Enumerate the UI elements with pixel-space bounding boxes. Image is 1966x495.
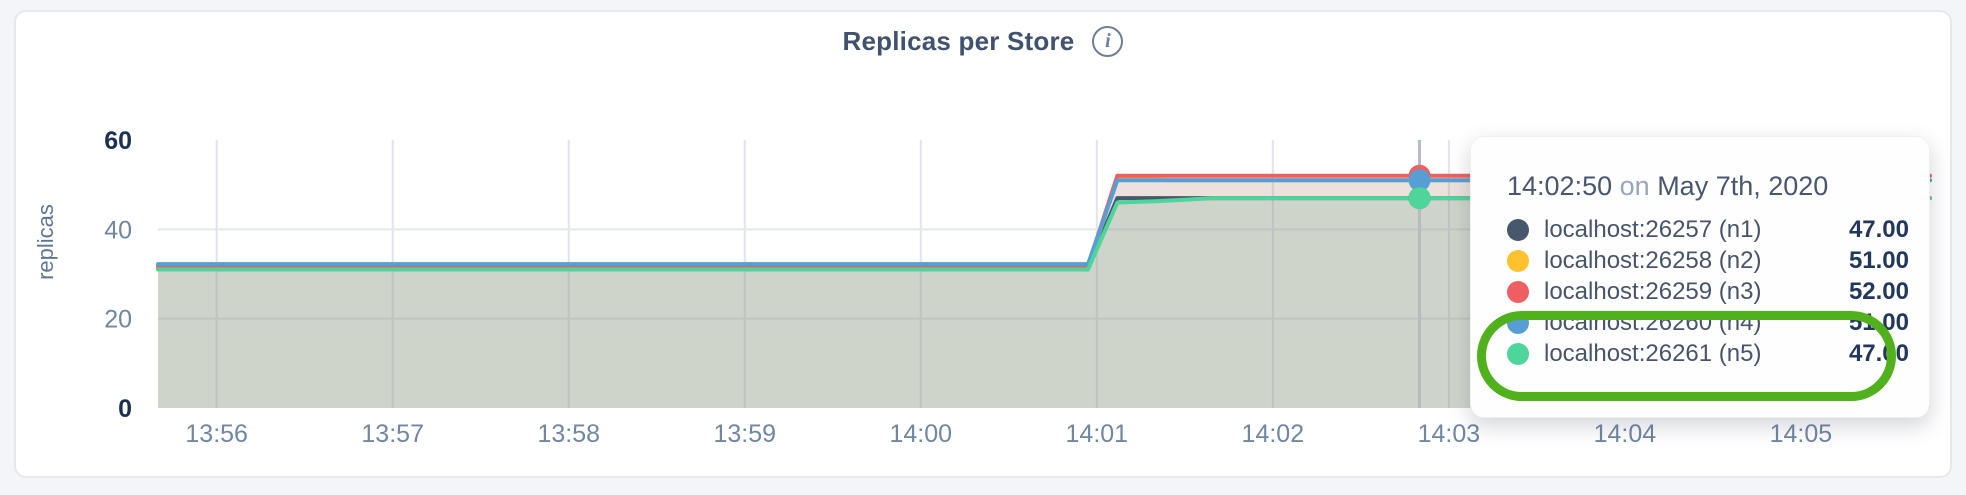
tooltip-row-label: localhost:26260 (n4) xyxy=(1544,308,1762,336)
x-tick-label: 13:56 xyxy=(185,420,248,448)
tooltip-row: localhost:26260 (n4) 51.00 xyxy=(1507,307,1909,338)
tooltip-row-value: 52.00 xyxy=(1848,277,1909,305)
hover-dot-4 xyxy=(1408,169,1431,192)
info-icon[interactable]: i xyxy=(1092,26,1124,57)
hover-dot-5 xyxy=(1408,187,1431,210)
x-tick-label: 14:01 xyxy=(1066,420,1129,448)
tooltip-row-label: localhost:26258 (n2) xyxy=(1544,246,1762,274)
tooltip-row-label: localhost:26259 (n3) xyxy=(1544,277,1762,305)
x-tick-label: 13:58 xyxy=(537,420,600,448)
tooltip-row: localhost:26261 (n5) 47.00 xyxy=(1507,338,1909,369)
x-tick-label: 14:02 xyxy=(1242,420,1305,448)
y-tick-label: 40 xyxy=(104,216,132,244)
tooltip-row-value: 51.00 xyxy=(1848,246,1909,274)
tooltip-row: localhost:26258 (n2) 51.00 xyxy=(1507,245,1909,276)
series-color-dot-icon xyxy=(1507,218,1529,241)
tooltip-time: 14:02:50 xyxy=(1507,171,1613,201)
tooltip-row: localhost:26259 (n3) 52.00 xyxy=(1507,276,1909,307)
series-line-5[interactable] xyxy=(156,196,1932,272)
tooltip-row: localhost:26257 (n1) 47.00 xyxy=(1507,214,1909,245)
tooltip-row-label: localhost:26261 (n5) xyxy=(1544,339,1762,367)
series-color-dot-icon xyxy=(1507,280,1529,303)
y-tick-label: 20 xyxy=(104,306,132,334)
x-tick-label: 14:05 xyxy=(1770,420,1833,448)
y-axis-label: replicas xyxy=(33,204,58,280)
tooltip-conjunction: on xyxy=(1619,171,1650,201)
x-tick-label: 13:59 xyxy=(713,420,776,448)
x-tick-label: 14:03 xyxy=(1418,420,1481,448)
tooltip-rows: localhost:26257 (n1) 47.00 localhost:26258… xyxy=(1507,214,1909,369)
tooltip-date: May 7th, 2020 xyxy=(1657,171,1829,201)
series-color-dot-icon xyxy=(1507,342,1529,365)
x-tick-label: 13:57 xyxy=(361,420,424,448)
series-color-dot-icon xyxy=(1507,311,1529,334)
chart-title: Replicas per Store xyxy=(842,26,1075,56)
x-tick-label: 14:00 xyxy=(890,420,953,448)
x-tick-label: 14:04 xyxy=(1594,420,1657,448)
y-tick-label: 60 xyxy=(104,127,132,155)
tooltip-row-value: 47.00 xyxy=(1848,339,1909,367)
tooltip-header: 14:02:50 on May 7th, 2020 xyxy=(1507,171,1909,202)
series-color-dot-icon xyxy=(1507,249,1529,272)
tooltip-row-value: 47.00 xyxy=(1848,215,1909,243)
tooltip-row-label: localhost:26257 (n1) xyxy=(1544,215,1762,243)
tooltip-row-value: 51.00 xyxy=(1848,308,1909,336)
y-tick-label: 0 xyxy=(118,395,132,423)
chart-header: Replicas per Store i xyxy=(0,26,1966,57)
hover-tooltip: 14:02:50 on May 7th, 2020 localhost:2625… xyxy=(1470,136,1930,418)
